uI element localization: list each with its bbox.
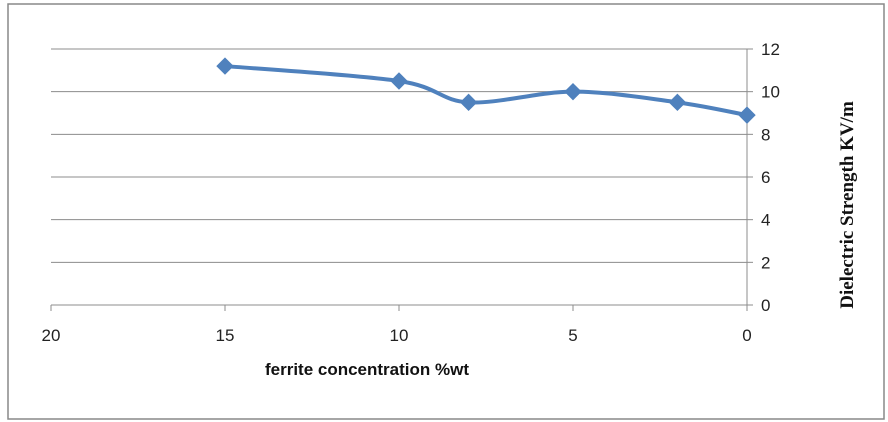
data-point-marker [738, 106, 756, 124]
chart-border [7, 3, 885, 420]
y-tick-label: 8 [761, 125, 770, 144]
x-tick-label: 10 [390, 326, 409, 345]
y-tick-label: 10 [761, 83, 780, 102]
x-tick-label: 15 [216, 326, 235, 345]
tick-labels: 0 2 4 6 8 10 12 20 15 10 5 0 [42, 40, 780, 345]
data-point-marker [668, 93, 687, 112]
x-tick-label: 20 [42, 326, 61, 345]
axes [50, 48, 753, 311]
y-tick-label: 6 [761, 168, 770, 187]
y-axis-label: Dielectric Strength KV/m [837, 101, 858, 309]
data-point-marker [459, 93, 478, 112]
x-tick-label: 0 [742, 326, 751, 345]
y-tick-label: 0 [761, 296, 770, 315]
series-group [216, 57, 756, 124]
x-tick-label: 5 [568, 326, 577, 345]
y-tick-label: 2 [761, 253, 770, 272]
data-point-marker [390, 72, 408, 90]
data-point-marker [216, 57, 234, 75]
y-tick-label: 4 [761, 211, 770, 230]
y-tick-label: 12 [761, 40, 780, 59]
x-axis-label: ferrite concentration %wt [265, 360, 469, 379]
gridlines [51, 48, 747, 263]
data-point-marker [564, 82, 582, 101]
